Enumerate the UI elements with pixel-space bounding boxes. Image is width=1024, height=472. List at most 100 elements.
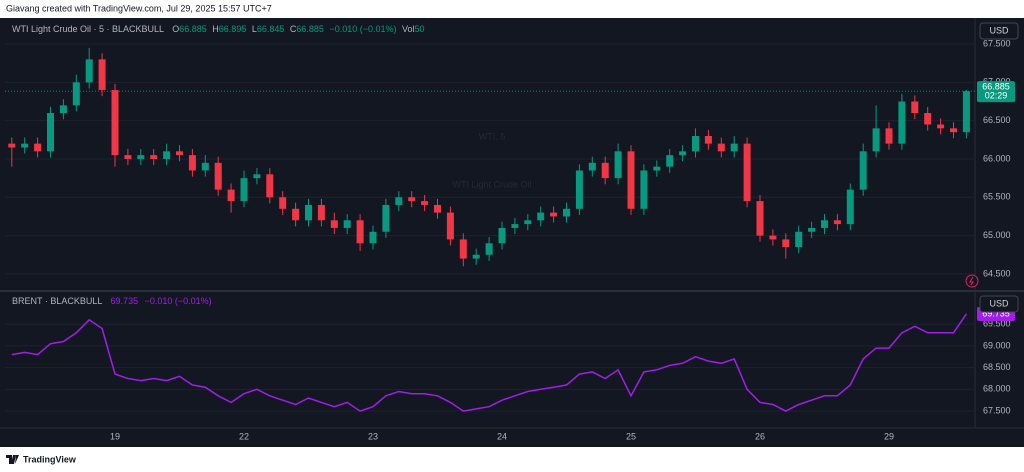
x-tick-label: 23 (368, 431, 378, 441)
candle-body (163, 151, 171, 159)
price-tag-value: 69.735 (982, 308, 1010, 318)
legend-value: 69.735 (111, 296, 139, 306)
legend-key: L (252, 24, 257, 34)
candle-body (227, 189, 235, 202)
currency-button[interactable] (979, 22, 1019, 40)
y-tick-label: 68.500 (983, 362, 1011, 372)
legend-value: 66.885 (296, 24, 324, 34)
candle-body (524, 220, 532, 225)
candle-body (924, 113, 932, 125)
candle-body (459, 239, 467, 259)
candle-body (240, 178, 248, 202)
candle-body (730, 143, 738, 152)
watermark: WTI, 5 (479, 131, 506, 141)
legend: WTI Light Crude Oil · 5 · BLACKBULL O66.… (12, 24, 425, 34)
x-tick-label: 22 (239, 431, 249, 441)
candle-body (21, 143, 29, 148)
footer-background (0, 447, 1024, 472)
legend: BRENT · BLACKBULL 69.735 −0.010 (−0.01%) (12, 296, 212, 306)
currency-label[interactable]: USD (989, 25, 1009, 35)
x-tick-label: 25 (626, 431, 636, 441)
candle-body (743, 143, 751, 202)
price-tag-countdown: 02:29 (985, 91, 1008, 101)
candle-body (176, 151, 183, 156)
candle-body (588, 162, 596, 171)
y-tick-label: 65.500 (983, 192, 1011, 202)
candle-body (859, 151, 867, 190)
candle-body (498, 227, 506, 244)
candle-body (679, 151, 687, 156)
legend-change: −0.010 (−0.01%) (145, 296, 212, 306)
legend-value: 66.885 (179, 24, 207, 34)
legend-text: WTI Light Crude Oil · 5 · BLACKBULL O66.… (12, 24, 425, 34)
candle-body (343, 220, 351, 228)
candle-body (575, 170, 583, 209)
candle-body (769, 235, 777, 240)
candle-body (846, 189, 854, 225)
candle-body (434, 204, 441, 213)
price-tag (977, 81, 1015, 103)
candle-body (511, 224, 519, 228)
candle-body (885, 128, 893, 144)
legend-key: H (212, 24, 219, 34)
y-tick-label: 67.500 (983, 405, 1011, 415)
y-tick-label: 66.000 (983, 153, 1011, 163)
legend-title: WTI Light Crude Oil · 5 · BLACKBULL (12, 24, 164, 34)
legend-value: 66.895 (219, 24, 247, 34)
currency-label[interactable]: USD (989, 298, 1009, 308)
y-tick-label: 68.000 (983, 384, 1011, 394)
candle-body (317, 204, 325, 221)
candle-body (279, 197, 287, 209)
candle-body (8, 143, 16, 148)
candle-body (782, 239, 790, 248)
candle-body (85, 59, 93, 83)
candle-body (756, 201, 764, 236)
candle-body (59, 105, 67, 114)
candle-body (962, 91, 970, 133)
candle-body (356, 220, 364, 244)
price-tag-value: 66.885 (982, 82, 1010, 92)
candle-body (563, 208, 570, 217)
alert-icon-bolt (969, 276, 974, 286)
candle-body (911, 101, 919, 114)
y-tick-label: 65.000 (983, 230, 1011, 240)
candle-body (485, 243, 493, 255)
candle-body (472, 254, 480, 259)
candle-body (47, 113, 54, 152)
currency-button[interactable] (979, 295, 1019, 313)
legend-volume: 50 (415, 24, 425, 34)
candle-body (446, 212, 454, 240)
y-tick-label: 66.500 (983, 115, 1011, 125)
candle-body (898, 101, 906, 144)
candle-body (627, 151, 635, 209)
candle-body (937, 124, 945, 129)
candle-body (330, 220, 338, 228)
candle-body (188, 155, 196, 171)
candle-body (795, 231, 803, 248)
candle-body (614, 151, 622, 179)
legend-value: 66.845 (257, 24, 285, 34)
candle-body (111, 90, 119, 156)
legend-key: Vol (402, 24, 415, 34)
series-line (11, 313, 968, 412)
candle-body (950, 128, 957, 133)
candle-body (640, 170, 648, 209)
x-tick-label: 19 (110, 431, 120, 441)
x-tick-label: 29 (884, 431, 894, 441)
candle-body (601, 162, 609, 179)
candle-body (421, 201, 429, 205)
candle-body (34, 143, 42, 152)
alert-icon[interactable] (965, 274, 979, 288)
candle-body (408, 197, 416, 202)
candle-body (537, 212, 545, 221)
candle-body (666, 155, 674, 167)
candle-body (808, 227, 816, 232)
candle-body (214, 162, 222, 190)
candle-body (821, 220, 828, 228)
candle-body (137, 155, 145, 159)
candle-body (124, 155, 132, 159)
candle-body (292, 208, 300, 221)
candle-body (653, 166, 661, 171)
header-text: Giavang created with TradingView.com, Ju… (6, 3, 272, 13)
